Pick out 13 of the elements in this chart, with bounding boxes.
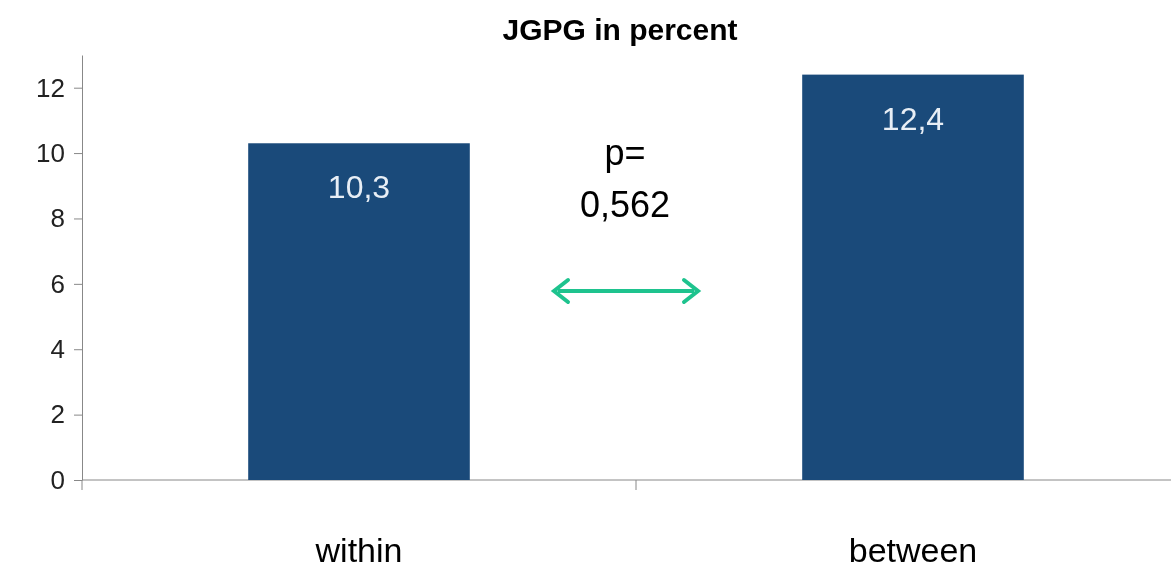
x-tick-label: between	[848, 531, 978, 569]
x-tick-label: within	[314, 531, 403, 569]
chart-title: JGPG in percent	[502, 13, 738, 46]
data-label: 10,3	[327, 169, 391, 206]
y-tick-label: 6	[50, 268, 65, 299]
y-tick-label: 12	[36, 72, 65, 103]
data-label: 12,4	[881, 100, 945, 137]
y-tick-label: 8	[50, 203, 65, 234]
annotation: p= 0,562	[579, 132, 671, 225]
y-tick-label: 2	[50, 399, 65, 430]
y-tick-label: 10	[36, 137, 65, 168]
y-tick-label: 4	[50, 334, 65, 365]
y-tick-label: 0	[50, 464, 65, 495]
